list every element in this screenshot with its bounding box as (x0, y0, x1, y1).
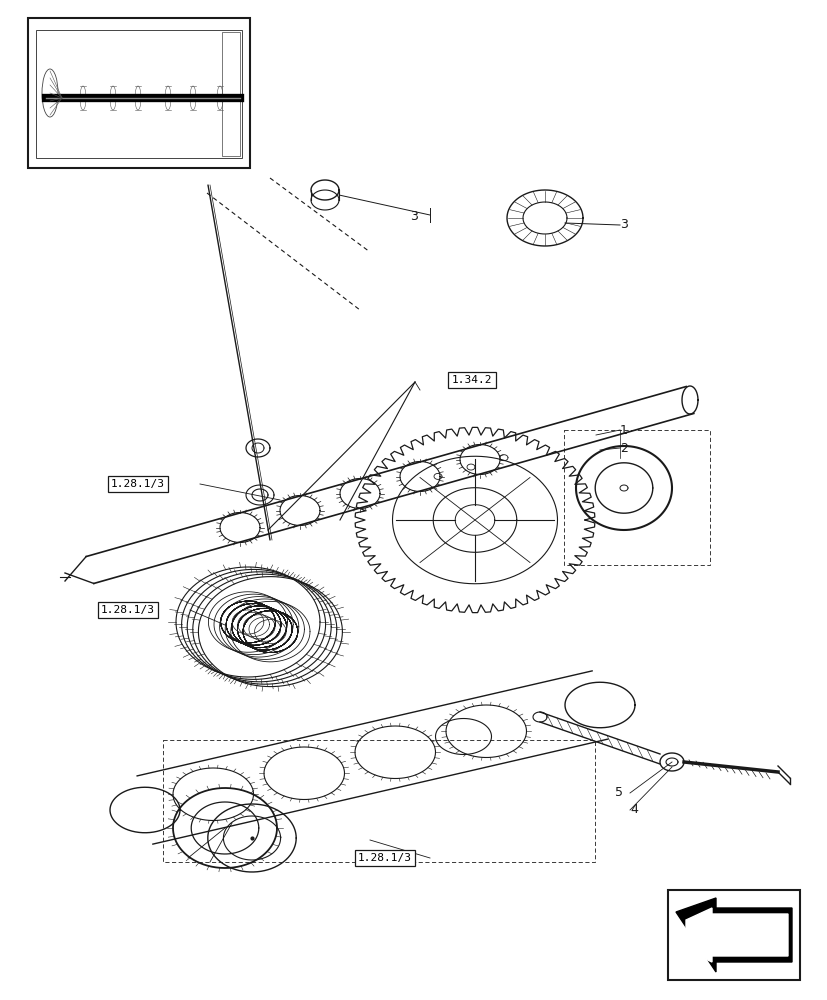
Text: 1.28.1/3: 1.28.1/3 (101, 605, 155, 615)
Polygon shape (675, 898, 791, 972)
Bar (563, 430, 709, 565)
Text: 4: 4 (629, 803, 637, 816)
Text: 1.28.1/3: 1.28.1/3 (357, 853, 412, 863)
Text: 3: 3 (409, 210, 418, 223)
Text: 5: 5 (614, 786, 622, 799)
Text: 2: 2 (619, 442, 627, 454)
Bar (222, 32, 240, 156)
Bar (667, 890, 799, 980)
Bar (28, 18, 250, 168)
Bar (36, 30, 241, 158)
Bar (163, 740, 595, 862)
Text: 1.28.1/3: 1.28.1/3 (111, 479, 165, 489)
Polygon shape (686, 908, 787, 962)
Text: 3: 3 (619, 219, 627, 232)
Text: 1: 1 (619, 424, 627, 436)
Text: 1.34.2: 1.34.2 (452, 375, 492, 385)
